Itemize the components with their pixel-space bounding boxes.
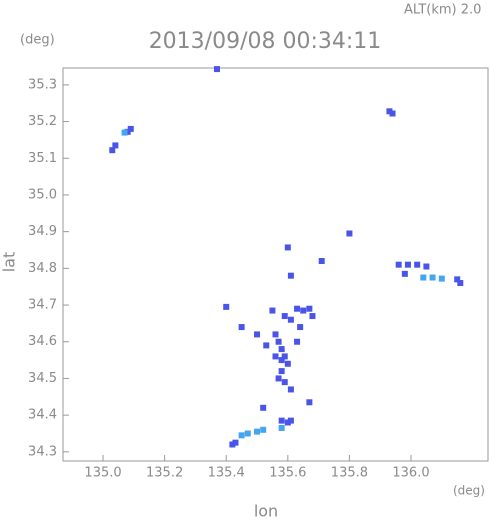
radar-echo	[389, 110, 396, 117]
radar-echo	[294, 305, 301, 312]
radar-echo	[275, 338, 282, 345]
radar-echo	[457, 280, 464, 287]
radar-echo	[223, 303, 230, 310]
chart-title: 2013/09/08 00:34:11	[149, 29, 382, 54]
radar-echo	[414, 261, 421, 268]
radar-echo	[232, 439, 239, 446]
y-tick-label: 35.0	[28, 187, 57, 202]
radar-echo	[423, 263, 430, 270]
y-tick-label: 34.5	[28, 371, 57, 386]
y-tick-label: 34.8	[28, 261, 57, 276]
radar-echo	[254, 331, 261, 338]
x-tick-label: 135.0	[84, 466, 121, 481]
radar-echo	[287, 316, 294, 323]
y-tick-label: 34.9	[28, 224, 57, 239]
x-tick-label: 135.8	[331, 466, 368, 481]
radar-echo	[281, 353, 288, 360]
radar-echo	[238, 324, 245, 331]
radar-echo	[229, 441, 236, 448]
x-tick-label: 136.0	[392, 466, 429, 481]
y-tick-label: 34.7	[28, 298, 57, 313]
radar-echo	[278, 424, 285, 431]
radar-echo	[306, 305, 313, 312]
radar-echo	[112, 142, 119, 149]
radar-echo	[294, 338, 301, 345]
radar-echo	[454, 276, 461, 283]
radar-echo	[238, 432, 245, 439]
radar-echo	[287, 272, 294, 279]
radar-echo	[272, 331, 279, 338]
radar-echo	[404, 261, 411, 268]
radar-echo	[260, 404, 267, 411]
radar-echo	[306, 399, 313, 406]
radar-echo	[127, 125, 134, 132]
radar-echo	[121, 129, 128, 136]
x-unit: (deg)	[453, 484, 485, 498]
x-tick-label: 135.4	[208, 466, 245, 481]
y-tick-label: 35.1	[28, 151, 57, 166]
y-tick-label: 35.3	[28, 77, 57, 92]
y-tick-label: 34.4	[28, 408, 57, 423]
radar-echo	[278, 417, 285, 424]
chart-subtitle: ALT(km) 2.0	[404, 3, 481, 18]
radar-echo	[269, 307, 276, 314]
radar-echo	[275, 375, 282, 382]
radar-echo	[109, 147, 116, 154]
y-unit: (deg)	[20, 33, 55, 48]
radar-echo	[284, 360, 291, 367]
y-label: lat	[0, 252, 19, 273]
radar-echo	[297, 324, 304, 331]
y-tick-label: 34.3	[28, 444, 57, 459]
radar-echo	[386, 108, 393, 115]
radar-echo	[287, 386, 294, 393]
x-tick-label: 135.6	[269, 466, 306, 481]
radar-echo	[278, 346, 285, 353]
radar-echo	[300, 307, 307, 314]
radar-echo	[281, 379, 288, 386]
radar-echo	[272, 353, 279, 360]
radar-echo	[278, 357, 285, 364]
radar-echo	[287, 417, 294, 424]
radar-echo	[429, 274, 436, 281]
radar-echo	[244, 430, 251, 437]
radar-echo	[309, 313, 316, 320]
radar-echo	[395, 261, 402, 268]
radar-echo	[284, 244, 291, 251]
radar-echo	[281, 313, 288, 320]
radar-echo	[284, 419, 291, 426]
radar-echo	[438, 275, 445, 282]
radar-echo	[346, 230, 353, 237]
radar-echo	[124, 128, 131, 135]
y-tick-label: 34.6	[28, 334, 57, 349]
radar-echo	[420, 274, 427, 281]
radar-echo	[401, 270, 408, 277]
y-tick-label: 35.2	[28, 114, 57, 129]
x-label: lon	[254, 502, 278, 521]
radar-echo	[260, 426, 267, 433]
plot-frame	[62, 67, 489, 462]
radar-echo	[263, 342, 270, 349]
radar-echo	[254, 428, 261, 435]
radar-echo	[213, 66, 220, 73]
radar-echo	[278, 368, 285, 375]
x-tick-label: 135.2	[146, 466, 183, 481]
radar-echo	[318, 258, 325, 265]
